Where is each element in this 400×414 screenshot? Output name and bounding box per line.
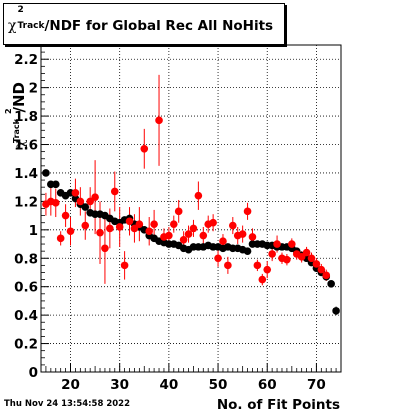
- data-point-red: [317, 265, 326, 274]
- y-tick-label: 0: [29, 365, 38, 381]
- y-tick-label: 0.4: [14, 308, 38, 324]
- y-tick-label: 1.4: [14, 166, 38, 182]
- title-superscript: 2: [17, 5, 24, 15]
- data-point-red: [130, 224, 139, 233]
- data-point-red: [86, 197, 94, 206]
- data-point-black: [332, 307, 340, 315]
- data-point-red: [322, 271, 331, 280]
- data-point-black: [42, 169, 50, 177]
- grid-lines: [41, 45, 341, 372]
- data-point-red: [51, 199, 60, 207]
- data-point-red: [283, 255, 291, 264]
- chart-title: χ 2 Track/NDF for Global Rec All NoHits: [8, 5, 274, 34]
- y-tick-label: 2.2: [14, 52, 38, 68]
- data-point-red: [258, 275, 267, 284]
- data-point-black: [51, 180, 60, 189]
- data-point-red: [145, 227, 153, 236]
- data-point-red: [263, 265, 272, 274]
- data-point-red: [110, 187, 119, 196]
- title-supsub: 2 Track: [16, 5, 46, 31]
- x-tick-label: 20: [61, 377, 80, 393]
- data-point-black: [327, 280, 335, 288]
- y-tick-label: 1: [29, 223, 38, 239]
- y-tick-label: 1.6: [14, 138, 38, 154]
- y-axis-label: /ND 2 Track χ: [4, 82, 28, 148]
- x-tick-label: 70: [307, 377, 326, 393]
- data-point-red: [135, 220, 144, 228]
- data-point-red: [155, 116, 163, 125]
- data-point-red: [238, 230, 247, 238]
- data-point-red: [184, 230, 193, 238]
- data-point-red: [243, 207, 252, 216]
- data-point-red: [169, 220, 178, 228]
- data-point-red: [214, 254, 222, 263]
- data-point-red: [179, 235, 188, 244]
- x-axis-label: No. of Fit Points: [216, 397, 340, 413]
- data-point-red: [81, 221, 90, 230]
- data-point-red: [150, 220, 158, 228]
- data-point-red: [248, 233, 257, 241]
- data-point-red: [268, 250, 276, 258]
- data-point-red: [229, 221, 237, 230]
- data-point-red: [224, 261, 232, 270]
- data-point-red: [115, 223, 124, 231]
- y-tick-label: 0.8: [14, 251, 38, 267]
- y-axis-label-chi: χ: [12, 139, 28, 148]
- data-point-red: [66, 227, 75, 236]
- y-tick-label: 0.2: [14, 337, 38, 353]
- data-point-red: [189, 224, 198, 233]
- data-point-red: [165, 231, 173, 240]
- data-point-red: [302, 248, 311, 257]
- timestamp: Thu Nov 24 13:54:58 2022: [4, 399, 131, 409]
- data-point-red: [297, 253, 306, 261]
- x-tick-labels: 20 30 40 50 60 70: [61, 377, 326, 393]
- y-tick-labels: 0 0.2 0.4 0.6 0.8 1 1.2 1.4 1.6 1.8 2 2.2: [14, 52, 38, 381]
- data-point-red: [209, 218, 217, 227]
- data-point-black: [81, 203, 90, 211]
- data-point-red: [140, 144, 149, 153]
- data-point-red: [120, 261, 129, 270]
- data-point-black: [243, 247, 252, 255]
- title-main: /NDF for Global Rec All NoHits: [44, 18, 274, 34]
- data-point-red: [96, 228, 104, 237]
- data-point-red: [174, 207, 183, 216]
- y-axis-label-sub: Track: [12, 118, 21, 143]
- data-point-red: [219, 237, 227, 245]
- x-tick-label: 30: [110, 377, 129, 393]
- title-subscript: Track: [17, 21, 45, 31]
- title-box: χ 2 Track/NDF for Global Rec All NoHits: [3, 3, 285, 45]
- y-tick-label: 1.8: [14, 109, 38, 125]
- axis-ticks: [41, 51, 337, 373]
- data-point-red: [76, 197, 85, 206]
- data-point-red: [194, 191, 203, 200]
- title-chi: χ: [8, 18, 17, 34]
- data-point-red: [106, 224, 114, 233]
- y-axis-label-sup: 2: [4, 108, 13, 114]
- y-tick-label: 2: [29, 81, 38, 97]
- y-axis-label-main: /ND: [10, 82, 28, 112]
- data-point-red: [312, 260, 321, 268]
- x-tick-label: 40: [159, 377, 178, 393]
- y-tick-label: 1.2: [14, 194, 38, 210]
- data-points: [42, 116, 340, 315]
- data-point-red: [199, 231, 208, 240]
- data-point-red: [101, 244, 109, 253]
- x-tick-label: 60: [258, 377, 277, 393]
- data-point-red: [91, 193, 99, 201]
- data-point-red: [273, 240, 281, 248]
- data-point-red: [61, 211, 70, 220]
- data-point-red: [253, 261, 262, 270]
- data-point-red: [307, 254, 316, 263]
- data-point-red: [56, 234, 65, 243]
- y-tick-label: 0.6: [14, 280, 38, 296]
- data-point-red: [71, 189, 80, 197]
- error-bars: [45, 74, 337, 316]
- data-point-red: [125, 217, 134, 226]
- x-tick-label: 50: [209, 377, 228, 393]
- data-point-red: [288, 240, 296, 248]
